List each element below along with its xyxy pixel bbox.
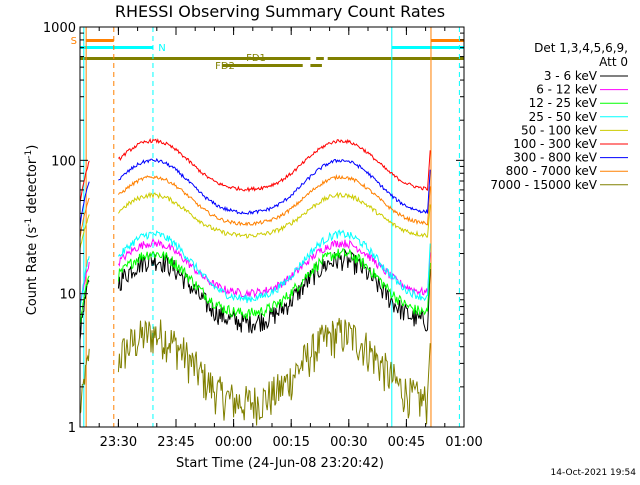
x-tick-label: 01:00 bbox=[445, 435, 482, 450]
vertical-markers bbox=[83, 27, 460, 427]
legend-entry-label: 300 - 800 keV bbox=[513, 151, 597, 165]
series-line bbox=[118, 138, 431, 193]
series-line bbox=[117, 173, 431, 227]
x-tick-label: 00:00 bbox=[215, 435, 252, 450]
y-axis-label: Count Rate (s-1 detector-1) bbox=[24, 145, 40, 316]
series-line bbox=[117, 229, 431, 304]
series-layer bbox=[79, 138, 431, 426]
x-tick-label: 00:15 bbox=[272, 435, 309, 450]
legend-header-detectors: Det 1,3,4,5,6,9, bbox=[534, 41, 628, 55]
flag-label: FD2 bbox=[215, 61, 235, 72]
series-line bbox=[79, 197, 90, 238]
legend-header-attenuator: Att 0 bbox=[599, 55, 628, 69]
series-line bbox=[117, 248, 431, 334]
y-tick-label: 100 bbox=[51, 154, 76, 169]
y-tick-label: 1000 bbox=[43, 21, 76, 36]
series-line bbox=[79, 214, 90, 249]
series-line bbox=[79, 181, 90, 227]
legend-entry-label: 100 - 300 keV bbox=[513, 137, 597, 151]
series-line bbox=[117, 237, 431, 299]
legend-entry-label: 800 - 7000 keV bbox=[506, 164, 598, 178]
footer-timestamp: 14-Oct-2021 19:54 bbox=[551, 468, 637, 478]
legend-entry-label: 12 - 25 keV bbox=[529, 96, 598, 110]
series-line bbox=[118, 157, 431, 215]
x-tick-label: 23:45 bbox=[157, 435, 194, 450]
legend-entry-label: 50 - 100 keV bbox=[521, 123, 598, 137]
x-axis-label: Start Time (24-Jun-08 23:20:42) bbox=[176, 456, 384, 471]
flag-label: FD1 bbox=[246, 53, 266, 64]
flags-layer: S N FD1 FD2 bbox=[71, 36, 464, 72]
series-line bbox=[117, 191, 431, 239]
flag-label: S bbox=[71, 36, 77, 47]
x-tick-label: 00:45 bbox=[388, 435, 425, 450]
flag-label: N bbox=[158, 43, 165, 54]
series-line bbox=[117, 317, 431, 426]
series-line bbox=[79, 348, 90, 414]
legend-entry-label: 3 - 6 keV bbox=[544, 69, 598, 83]
series-line bbox=[79, 160, 90, 203]
series-line bbox=[117, 247, 431, 320]
legend-entry-label: 7000 - 15000 keV bbox=[490, 178, 597, 192]
y-tick-label: 10 bbox=[59, 288, 76, 303]
x-tick-label: 00:30 bbox=[330, 435, 367, 450]
y-tick-label: 1 bbox=[68, 421, 76, 436]
legend-entry-label: 6 - 12 keV bbox=[536, 83, 598, 97]
legend-entry-label: 25 - 50 keV bbox=[529, 110, 598, 124]
chart-title: RHESSI Observing Summary Count Rates bbox=[115, 2, 445, 21]
axes-layer: 23:30 23:45 00:00 00:15 00:30 00:45 01:00 1 10 10… bbox=[43, 21, 483, 450]
x-tick-label: 23:30 bbox=[100, 435, 137, 450]
